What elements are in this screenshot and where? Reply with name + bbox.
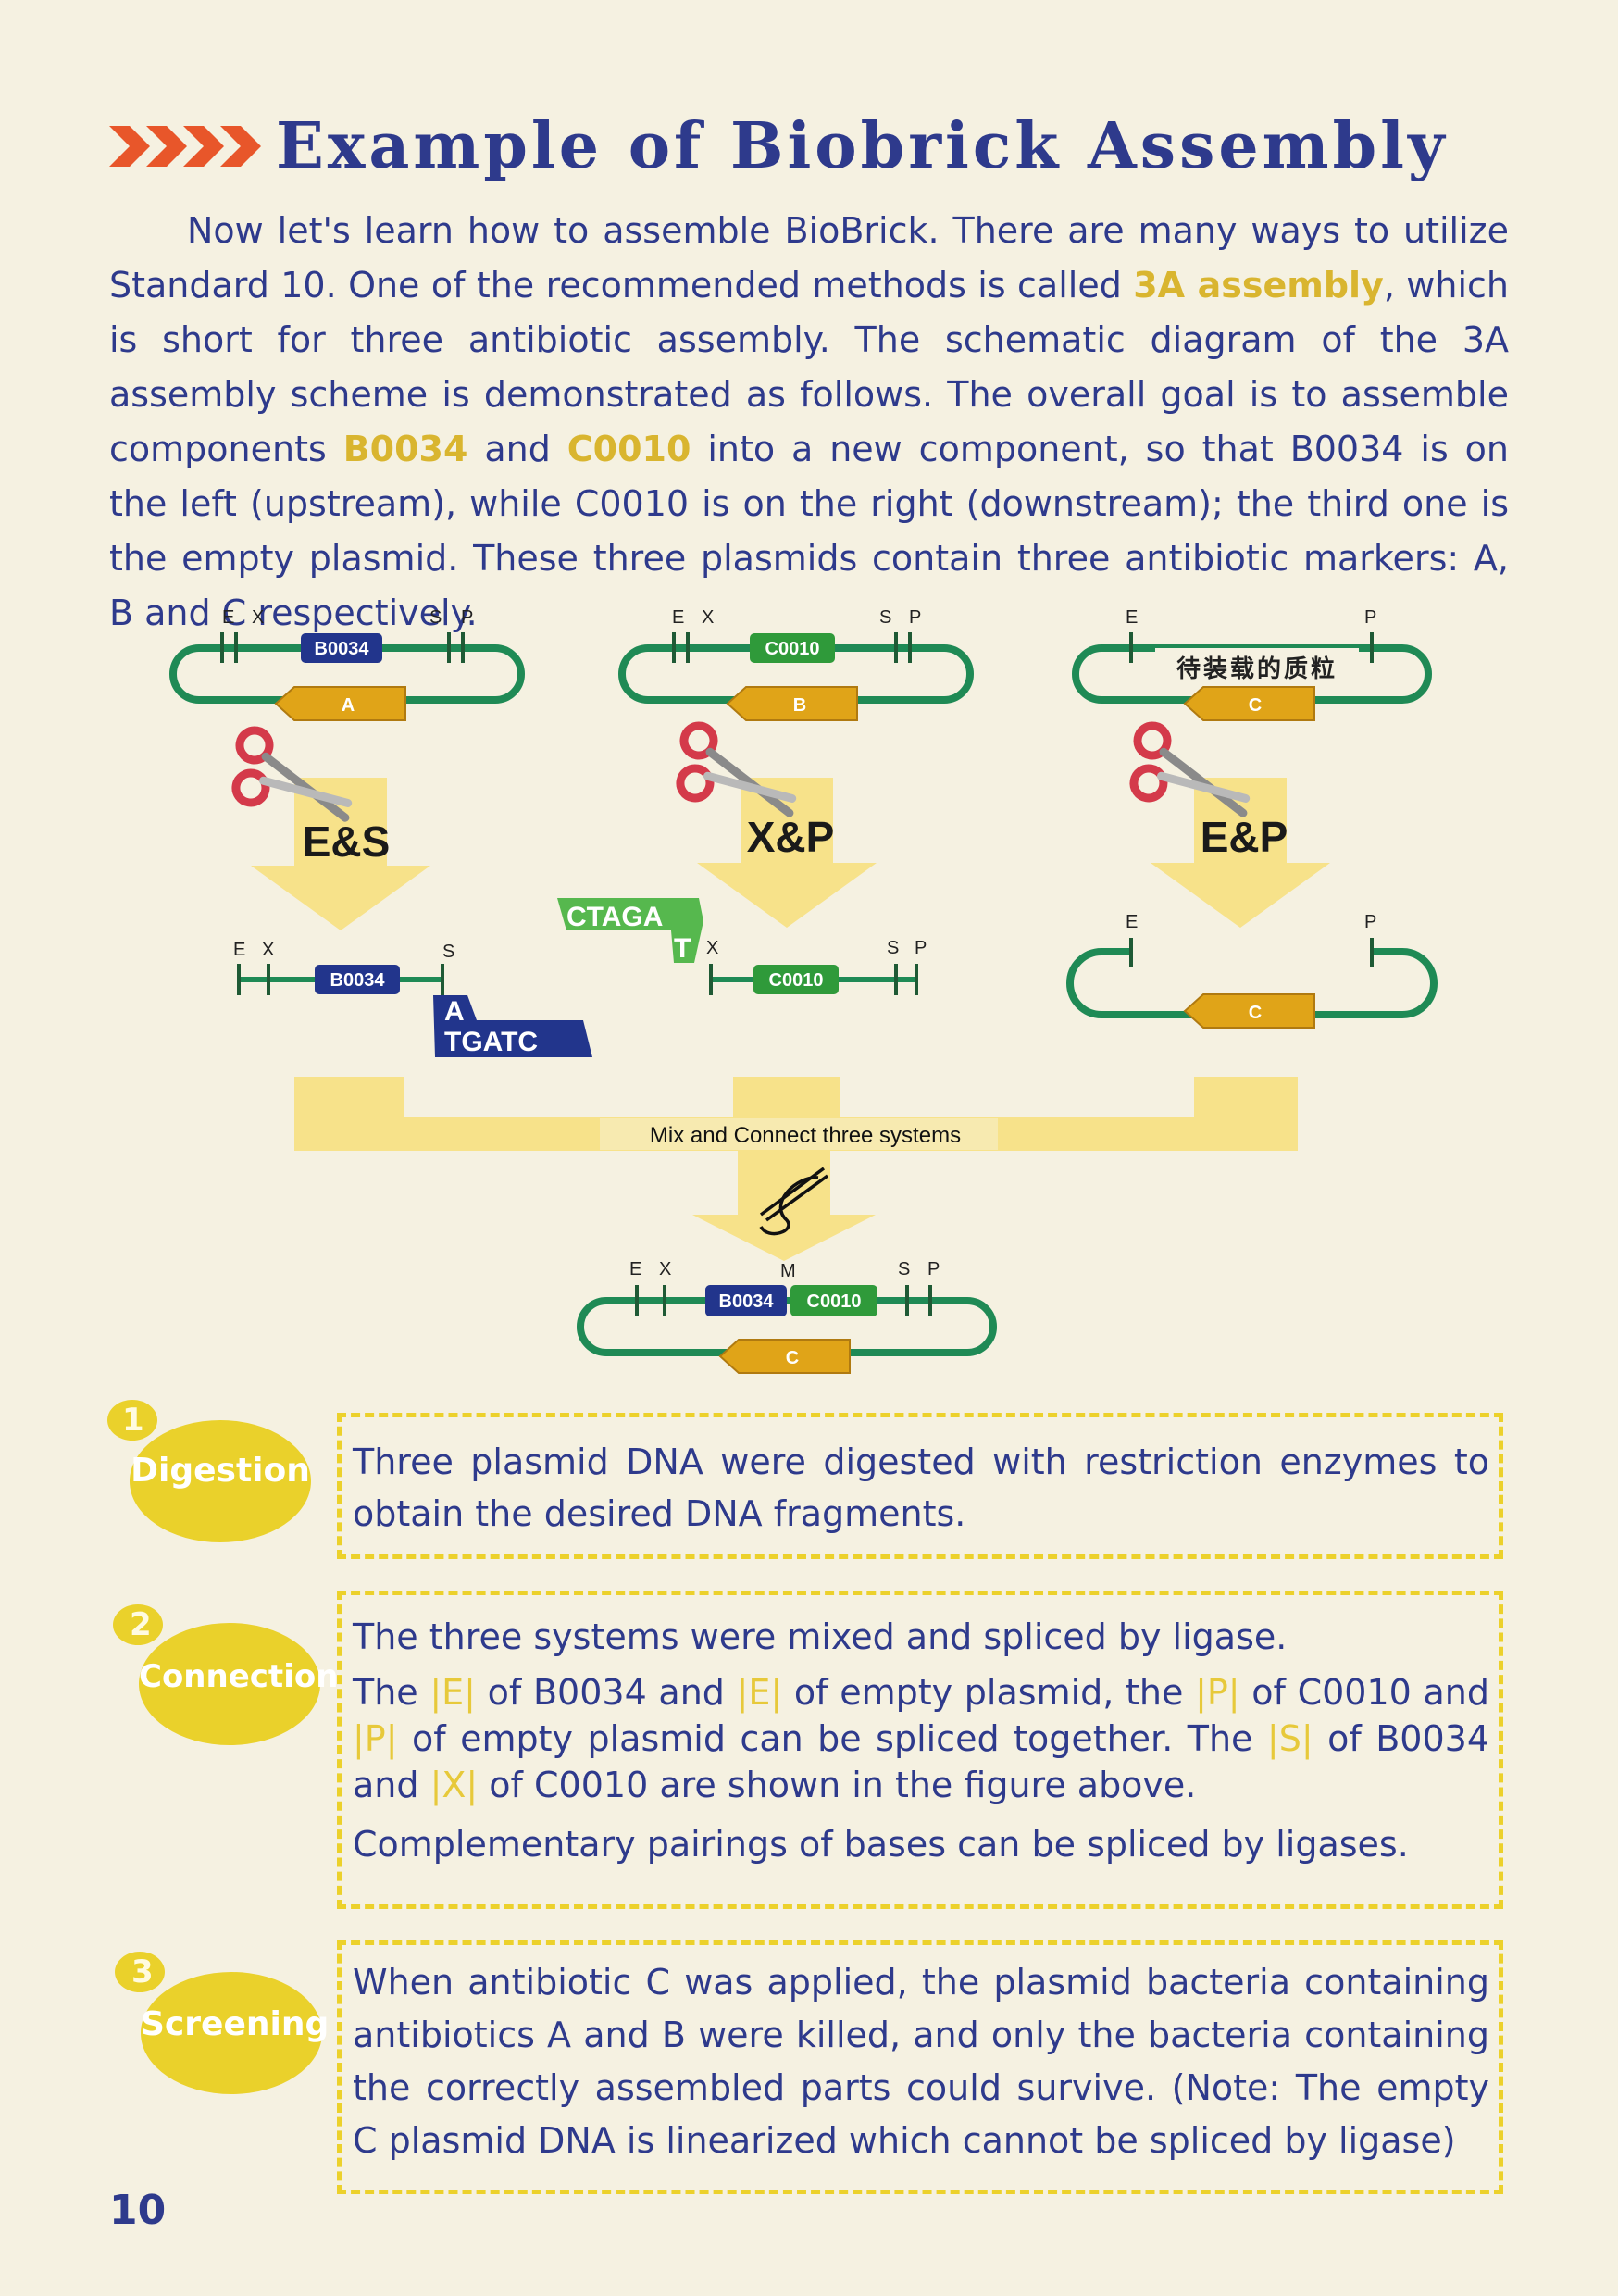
step-2-text: The [353, 1672, 430, 1713]
site-m-label: M [780, 1261, 796, 1281]
step-2-paragraph: The |E| of B0034 and |E| of empty plasmi… [353, 1669, 1489, 1808]
fragment-empty-plasmid: E P C [1066, 912, 1438, 1029]
page-title: Example of Biobrick Assembly [276, 109, 1449, 183]
assembly-diagram: E X S P B0034 A E X S P C0010 B E P 待装载的… [169, 607, 1438, 1374]
site-e-label: E [222, 607, 234, 628]
site-e-label: E [1126, 912, 1138, 932]
intro-paragraph: Now let's learn how to assemble BioBrick… [109, 204, 1509, 641]
marker-a-label: A [342, 695, 355, 716]
step-2-text: of empty plasmid can be spliced together… [397, 1718, 1267, 1759]
step-3-box: When antibiotic C was applied, the plasm… [337, 1940, 1503, 2194]
intro-text-3: and [467, 429, 567, 469]
step-2-box: The three systems were mixed and spliced… [337, 1591, 1503, 1909]
step-3-badge: 3 Screening [115, 1952, 330, 2094]
site-s-label: S [442, 942, 454, 962]
site-p-label: P [461, 607, 473, 628]
part-c0010-label: C0010 [807, 1292, 862, 1312]
site-e-label: E [1126, 607, 1138, 628]
plasmid-empty: E P 待装载的质粒 C [1072, 607, 1432, 721]
mix-label: Mix and Connect three systems [650, 1123, 961, 1148]
step-3-text: When antibiotic C was applied, the plasm… [353, 1962, 1489, 2161]
digest-arrow-3: E&P [1127, 723, 1330, 928]
site-s-label: S [879, 607, 891, 628]
site-p-label: P [927, 1259, 940, 1279]
step-1-text: Three plasmid DNA were digested with res… [353, 1441, 1489, 1534]
site-x-highlight: |X| [429, 1765, 479, 1805]
cut-label-xp: X&P [747, 813, 835, 861]
site-s-label: S [887, 938, 899, 958]
overhang-ctaga: CTAGA [566, 902, 663, 932]
step-1-badge: 1 Digestion [104, 1400, 317, 1542]
part-b0034-label: B0034 [330, 970, 386, 991]
step-2-number: 2 [130, 1606, 152, 1643]
step-1-box: Three plasmid DNA were digested with res… [337, 1413, 1503, 1559]
digest-arrow-1: E&S [230, 728, 430, 930]
step-3-label: Screening [141, 2005, 330, 2043]
intro-text-1: Now let's learn how to assemble BioBrick… [109, 210, 1509, 306]
site-e-label: E [233, 940, 245, 960]
step-2-text: of C0010 and [1239, 1672, 1489, 1713]
part-b0034-label: B0034 [719, 1292, 775, 1312]
mix-connector: Mix and Connect three systems [294, 1077, 1298, 1261]
marker-c-label: C [786, 1348, 799, 1368]
page-number: 10 [109, 2187, 167, 2234]
chevron-arrows-icon [109, 126, 261, 167]
step-2-text: of B0034 and [353, 1718, 1489, 1805]
site-x-label: X [659, 1259, 671, 1279]
overhang-a: A [444, 996, 465, 1027]
step-2-badge: 2 Connection [113, 1604, 339, 1745]
intro-text-2: , which is short for three antibiotic as… [109, 265, 1509, 469]
highlight-3a-assembly: 3A assembly [1133, 265, 1384, 306]
assembled-plasmid: E X M S P B0034 C0010 C [577, 1259, 997, 1374]
needle-thread-icon [759, 1167, 829, 1236]
site-x-label: X [706, 938, 718, 958]
fragment-c0010: CTAGA T X S P C0010 [557, 898, 927, 995]
title-row: Example of Biobrick Assembly [109, 104, 1553, 196]
step-2-text: of empty plasmid, the [782, 1672, 1196, 1713]
fragment-b0034: E X S B0034 A TGATC [233, 940, 592, 1057]
site-x-label: X [262, 940, 274, 960]
site-x-label: X [252, 607, 264, 628]
digest-arrow-2: X&P [674, 723, 877, 928]
step-2-line-1: The three systems were mixed and spliced… [353, 1616, 1288, 1657]
step-2-text: of C0010 are shown in the figure above. [478, 1765, 1197, 1805]
site-p-label: P [915, 938, 927, 958]
cut-label-es: E&S [303, 817, 391, 866]
highlight-c0010: C0010 [566, 429, 691, 469]
site-p-label: P [1364, 912, 1376, 932]
site-e-highlight: |E| [736, 1672, 783, 1713]
site-p-label: P [1364, 607, 1376, 628]
step-1-number: 1 [122, 1402, 144, 1439]
part-c0010-label: C0010 [769, 970, 824, 991]
site-p-label: P [909, 607, 921, 628]
marker-c-label: C [1249, 1003, 1262, 1023]
site-e-highlight: |E| [429, 1672, 476, 1713]
site-s-label: S [898, 1259, 910, 1279]
site-p-highlight: |P| [1195, 1672, 1240, 1713]
overhang-tgatc: TGATC [444, 1027, 538, 1057]
site-e-label: E [672, 607, 684, 628]
cut-label-ep: E&P [1201, 813, 1288, 861]
marker-b-label: B [793, 695, 806, 716]
site-e-label: E [629, 1259, 641, 1279]
part-b0034-label: B0034 [315, 639, 370, 659]
site-s-highlight: |S| [1266, 1718, 1313, 1759]
part-c0010-label: C0010 [765, 639, 820, 659]
site-p-highlight: |P| [353, 1718, 398, 1759]
site-s-label: S [429, 607, 442, 628]
empty-plasmid-label: 待装载的质粒 [1176, 655, 1338, 682]
step-1-label: Digestion [131, 1452, 310, 1490]
step-2-label: Connection [139, 1658, 339, 1695]
plasmid-b: E X S P C0010 B [618, 607, 974, 721]
step-2-text: of B0034 and [475, 1672, 737, 1713]
marker-c-label: C [1249, 695, 1262, 716]
step-2-line-3: Complementary pairings of bases can be s… [353, 1824, 1409, 1865]
site-x-label: X [702, 607, 714, 628]
highlight-b0034: B0034 [342, 429, 468, 469]
intro-text-4: into a new component, so that B0034 is o… [109, 429, 1509, 633]
plasmid-a: E X S P B0034 A [169, 607, 525, 721]
step-3-number: 3 [131, 1953, 154, 1990]
overhang-t: T [674, 933, 691, 964]
